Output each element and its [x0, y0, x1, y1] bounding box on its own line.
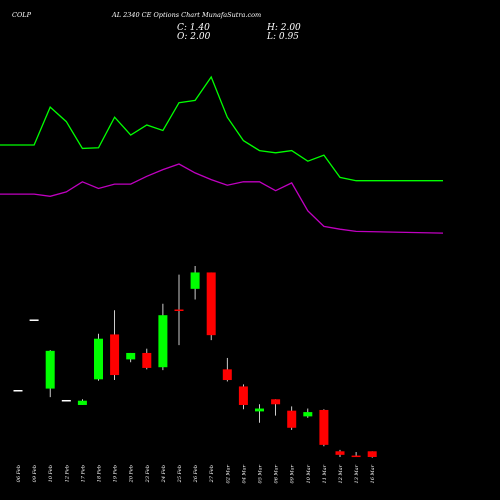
candle-body	[222, 369, 232, 381]
chart-subtitle: AL 2340 CE Options Chart MunafaSutra.com	[111, 11, 261, 19]
candle-body	[94, 338, 103, 380]
x-tick-label: 12 Mar	[338, 464, 344, 483]
candle-02-mar	[222, 357, 232, 382]
candle-body	[174, 309, 184, 311]
x-tick-label: 06 Feb	[16, 465, 22, 482]
candle-body	[29, 319, 39, 321]
candle-13-mar	[351, 452, 361, 458]
candle-24-feb	[158, 303, 168, 371]
candle-body	[45, 350, 55, 389]
candle-body	[206, 272, 216, 336]
x-tick-label: 02 Mar	[225, 464, 231, 483]
candle-17-feb	[77, 399, 87, 405]
candle-body	[126, 352, 136, 360]
x-tick-label: 06 Mar	[274, 464, 280, 483]
candle-27-feb	[206, 272, 216, 341]
candle-body	[238, 386, 248, 405]
ohlc-open: O: 2.00	[177, 32, 211, 42]
candle-05-mar	[255, 404, 264, 423]
candle-04-mar	[238, 384, 248, 410]
ohlc-low: L: 0.95	[266, 32, 299, 42]
ohlc-high: H: 2.00	[266, 23, 301, 33]
candle-06-feb	[13, 390, 23, 392]
x-tick-label: 20 Feb	[129, 465, 135, 483]
candle-18-feb	[94, 333, 103, 381]
x-tick-label: 10 Feb	[48, 465, 54, 482]
candle-body	[319, 409, 329, 445]
x-axis-labels: 06 Feb 09 Feb 10 Feb 12 Feb 17 Feb 18 Feb 19 F…	[16, 464, 376, 483]
x-tick-label: 27 Feb	[209, 465, 215, 483]
candle-body	[287, 410, 297, 428]
candle-body	[158, 315, 168, 368]
candle-19-feb	[110, 310, 120, 381]
x-tick-label: 16 Mar	[370, 464, 376, 483]
x-tick-label: 19 Feb	[113, 465, 119, 482]
moving-average-lines	[0, 75, 444, 234]
candle-body	[110, 334, 120, 376]
candle-body	[142, 352, 152, 368]
x-tick-label: 11 Mar	[322, 464, 328, 483]
candle-body	[351, 455, 361, 458]
candle-10-mar	[303, 408, 313, 418]
candle-09-mar	[287, 406, 297, 430]
candle-26-feb	[190, 266, 200, 300]
candle-12-feb	[61, 399, 71, 402]
x-tick-label: 09 Feb	[32, 465, 38, 482]
x-tick-label: 10 Mar	[306, 464, 312, 483]
candle-25-feb	[174, 274, 184, 346]
candle-body	[61, 399, 71, 402]
candle-body	[303, 412, 313, 417]
x-tick-label: 04 Mar	[241, 464, 247, 483]
candle-body	[271, 399, 281, 405]
x-tick-label: 23 Feb	[145, 465, 151, 483]
x-tick-label: 12 Feb	[64, 465, 70, 482]
ohlc-close: C: 1.40	[177, 23, 210, 33]
candle-23-feb	[142, 348, 152, 370]
candle-body	[190, 272, 200, 289]
candle-20-feb	[126, 352, 136, 363]
candle-06-mar	[271, 399, 281, 416]
fast-line	[0, 75, 443, 182]
x-tick-label: 25 Feb	[177, 465, 183, 483]
x-tick-label: 17 Feb	[80, 465, 86, 482]
candle-body	[13, 390, 23, 392]
candle-body	[77, 400, 87, 405]
x-tick-label: 13 Mar	[354, 464, 360, 483]
slow-line	[0, 163, 444, 234]
candle-11-mar	[319, 409, 329, 447]
candle-10-feb	[45, 350, 55, 398]
x-tick-label: 09 Mar	[290, 464, 296, 483]
x-tick-label: 18 Feb	[97, 465, 103, 482]
candlesticks	[13, 266, 377, 458]
chart-symbol: COLP	[12, 11, 32, 19]
x-tick-label: 24 Feb	[161, 465, 167, 483]
candle-16-mar	[367, 451, 377, 458]
x-tick-label: 26 Feb	[193, 465, 199, 483]
x-tick-label: 05 Mar	[258, 464, 264, 483]
candle-body	[255, 408, 264, 412]
candle-body	[367, 451, 377, 457]
candle-09-feb	[29, 319, 39, 321]
candle-12-mar	[335, 449, 345, 457]
candle-body	[335, 451, 345, 455]
